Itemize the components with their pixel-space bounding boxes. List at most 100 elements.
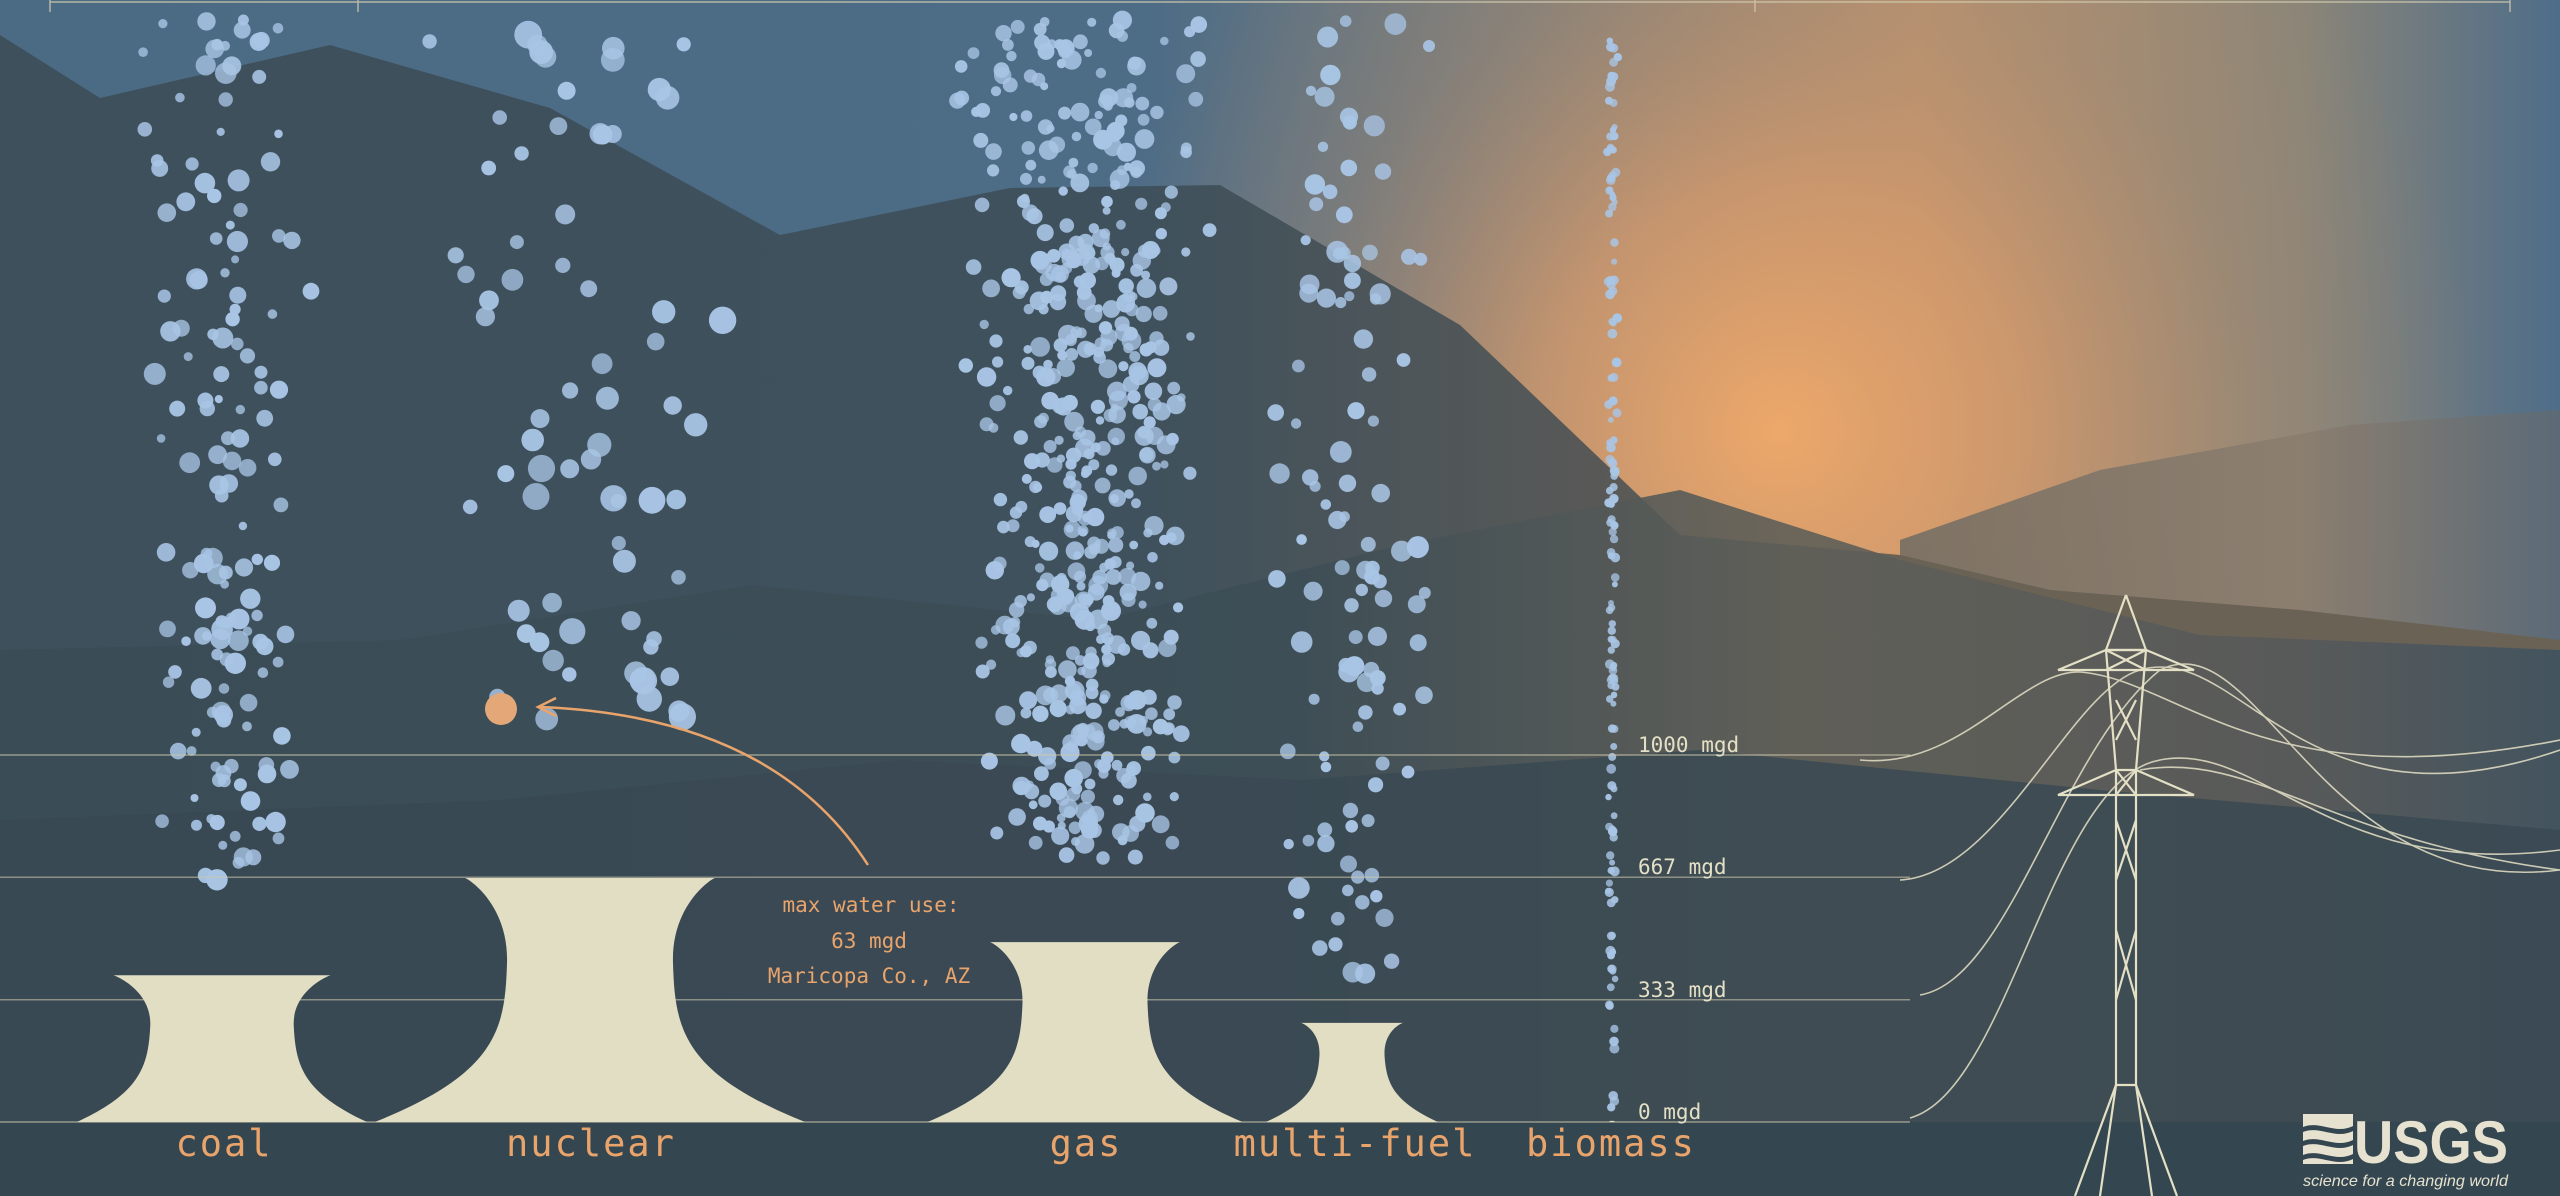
vapor-bubble	[159, 620, 176, 638]
vapor-bubble	[213, 366, 230, 383]
vapor-bubble	[1116, 30, 1128, 42]
vapor-bubble	[529, 40, 554, 64]
vapor-bubble	[1120, 772, 1137, 789]
vapor-bubble	[1169, 792, 1179, 802]
vapor-bubble	[1142, 642, 1159, 659]
vapor-bubble	[1138, 600, 1147, 609]
vapor-bubble	[1132, 403, 1148, 420]
vapor-bubble	[1084, 49, 1093, 57]
vapor-bubble	[1059, 218, 1075, 233]
vapor-bubble	[1063, 475, 1077, 489]
vapor-bubble	[1034, 766, 1049, 781]
vapor-bubble	[1123, 694, 1139, 710]
vapor-bubble	[1126, 561, 1135, 570]
vapor-bubble	[1057, 821, 1066, 830]
vapor-bubble	[1136, 278, 1157, 299]
vapor-bubble	[1363, 115, 1385, 137]
vapor-bubble	[1368, 777, 1384, 793]
vapor-bubble	[1028, 800, 1038, 810]
vapor-bubble	[206, 706, 219, 718]
usgs-tagline: science for a changing world	[2303, 1173, 2509, 1190]
vapor-bubble	[580, 280, 598, 298]
vapor-bubble	[162, 676, 175, 688]
vapor-bubble	[1023, 345, 1032, 354]
vapor-bubble	[1094, 477, 1111, 494]
vapor-bubble	[1135, 305, 1152, 323]
vapor-bubble	[663, 396, 682, 415]
vapor-bubble	[1374, 163, 1392, 180]
vapor-bubble	[1088, 459, 1100, 471]
vapor-bubble	[138, 47, 148, 57]
vapor-bubble	[186, 746, 197, 756]
vapor-bubble	[457, 265, 475, 284]
vapor-bubble	[1019, 645, 1033, 658]
vapor-bubble	[646, 332, 665, 351]
level-label-1000: 1000 mgd	[1638, 733, 1739, 757]
vapor-bubble	[652, 300, 676, 324]
vapor-bubble	[1013, 780, 1028, 796]
vapor-bubble	[1080, 821, 1099, 839]
vapor-bubble	[1051, 265, 1069, 283]
vapor-bubble	[216, 712, 232, 728]
vapor-bubble	[447, 247, 464, 264]
vapor-bubble	[1367, 415, 1379, 427]
vapor-bubble	[233, 202, 248, 218]
vapor-bubble	[1134, 129, 1155, 149]
vapor-bubble	[1063, 806, 1076, 819]
annotation-line-1: max water use:	[782, 893, 959, 917]
vapor-bubble	[1094, 759, 1104, 769]
vapor-bubble	[1607, 603, 1616, 612]
vapor-bubble	[1141, 745, 1156, 761]
vapor-bubble	[1127, 56, 1146, 76]
vapor-bubble	[1101, 195, 1113, 208]
vapor-bubble	[1111, 268, 1121, 278]
vapor-bubble	[1160, 36, 1169, 46]
vapor-bubble	[1058, 324, 1078, 345]
vapor-bubble	[1609, 1043, 1620, 1054]
vapor-bubble	[1042, 820, 1055, 833]
vapor-bubble	[1166, 432, 1179, 446]
vapor-bubble	[1609, 372, 1619, 382]
vapor-bubble	[492, 110, 508, 125]
vapor-bubble	[1355, 963, 1376, 984]
vapor-bubble	[1070, 173, 1090, 193]
vapor-bubble	[1073, 275, 1087, 288]
vapor-bubble	[1046, 39, 1057, 50]
vapor-bubble	[269, 380, 289, 399]
vapor-bubble	[1143, 727, 1153, 737]
vapor-bubble	[992, 356, 1004, 368]
vapor-bubble	[1020, 707, 1032, 719]
vapor-bubble	[1135, 96, 1150, 111]
vapor-bubble	[954, 60, 968, 73]
vapor-bubble	[239, 348, 256, 364]
vapor-bubble	[1069, 602, 1090, 622]
vapor-bubble	[1006, 519, 1020, 533]
vapor-bubble	[1073, 34, 1088, 50]
vapor-bubble	[1340, 855, 1357, 873]
vapor-bubble	[1609, 833, 1618, 842]
vapor-bubble	[1137, 113, 1150, 126]
vapor-bubble	[1611, 124, 1618, 131]
vapor-bubble	[1107, 256, 1118, 267]
vapor-bubble	[949, 92, 966, 109]
vapor-bubble	[647, 77, 671, 102]
vapor-bubble	[1335, 206, 1353, 224]
vapor-bubble	[542, 592, 562, 613]
vapor-bubble	[1606, 898, 1616, 908]
vapor-bubble	[1606, 76, 1617, 87]
vapor-bubble	[1095, 441, 1111, 456]
vapor-bubble	[1610, 743, 1618, 750]
vapor-bubble	[1031, 539, 1040, 549]
vapor-bubble	[1606, 186, 1614, 194]
vapor-bubble	[1606, 851, 1615, 860]
vapor-bubble	[272, 656, 284, 668]
vapor-bubble	[1317, 141, 1329, 152]
vapor-bubble	[1036, 224, 1054, 242]
vapor-bubble	[1374, 589, 1393, 608]
vapor-bubble	[1001, 268, 1021, 288]
vapor-bubble	[1393, 702, 1406, 716]
vapor-bubble	[1605, 879, 1613, 887]
vapor-bubble	[1123, 162, 1132, 171]
vapor-bubble	[1105, 464, 1118, 476]
vapor-bubble	[1013, 430, 1028, 445]
